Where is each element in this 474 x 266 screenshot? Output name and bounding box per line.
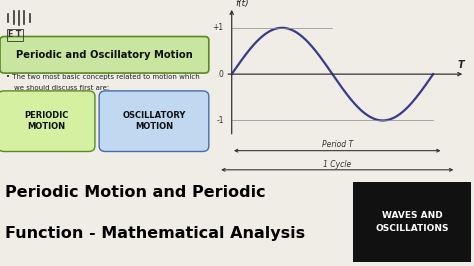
Text: 0: 0 [219,70,224,79]
Text: Function - Mathematical Analysis: Function - Mathematical Analysis [5,226,305,241]
Text: we should discuss first are:: we should discuss first are: [14,85,109,91]
Text: -1: -1 [216,116,224,125]
Text: Period T: Period T [322,140,353,149]
Text: f(t): f(t) [235,0,248,8]
Text: T: T [457,60,464,70]
Text: OSCILLATORY
MOTION: OSCILLATORY MOTION [122,111,186,131]
Text: Periodic and Oscillatory Motion: Periodic and Oscillatory Motion [16,50,193,60]
Text: 1 Cycle: 1 Cycle [323,160,351,169]
Text: PERIODIC
MOTION: PERIODIC MOTION [24,111,69,131]
FancyBboxPatch shape [99,91,209,152]
Text: E T: E T [9,30,22,39]
FancyBboxPatch shape [0,91,95,152]
Text: Periodic Motion and Periodic: Periodic Motion and Periodic [5,185,265,200]
Text: • The two most basic concepts related to motion which: • The two most basic concepts related to… [6,74,200,80]
Text: +1: +1 [212,23,224,32]
Text: WAVES AND
OSCILLATIONS: WAVES AND OSCILLATIONS [375,211,449,233]
FancyBboxPatch shape [0,36,209,73]
FancyBboxPatch shape [353,182,471,263]
